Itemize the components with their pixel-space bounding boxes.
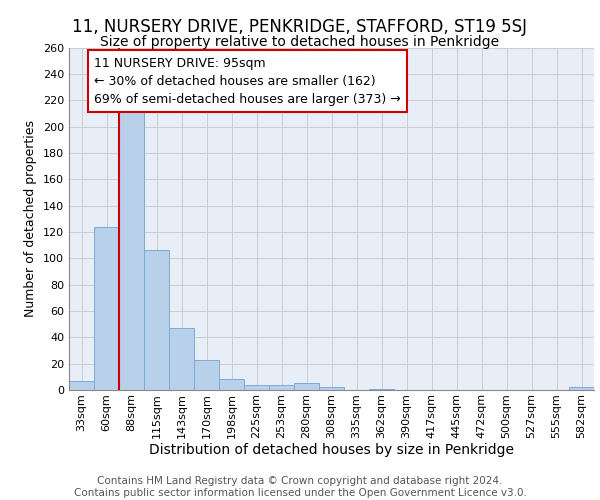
Bar [569,388,594,390]
Bar [294,384,319,390]
Y-axis label: Number of detached properties: Number of detached properties [25,120,37,318]
Bar [194,360,219,390]
Bar [144,250,169,390]
Bar [94,226,119,390]
Text: Size of property relative to detached houses in Penkridge: Size of property relative to detached ho… [100,35,500,49]
Bar [69,381,94,390]
Bar [269,384,294,390]
Bar [119,104,144,390]
Bar [319,388,344,390]
Text: 11, NURSERY DRIVE, PENKRIDGE, STAFFORD, ST19 5SJ: 11, NURSERY DRIVE, PENKRIDGE, STAFFORD, … [73,18,527,36]
Bar [244,384,269,390]
Bar [369,388,394,390]
Bar [169,328,194,390]
Bar [219,380,244,390]
Text: Contains HM Land Registry data © Crown copyright and database right 2024.
Contai: Contains HM Land Registry data © Crown c… [74,476,526,498]
X-axis label: Distribution of detached houses by size in Penkridge: Distribution of detached houses by size … [149,444,514,458]
Text: 11 NURSERY DRIVE: 95sqm
← 30% of detached houses are smaller (162)
69% of semi-d: 11 NURSERY DRIVE: 95sqm ← 30% of detache… [94,56,401,106]
